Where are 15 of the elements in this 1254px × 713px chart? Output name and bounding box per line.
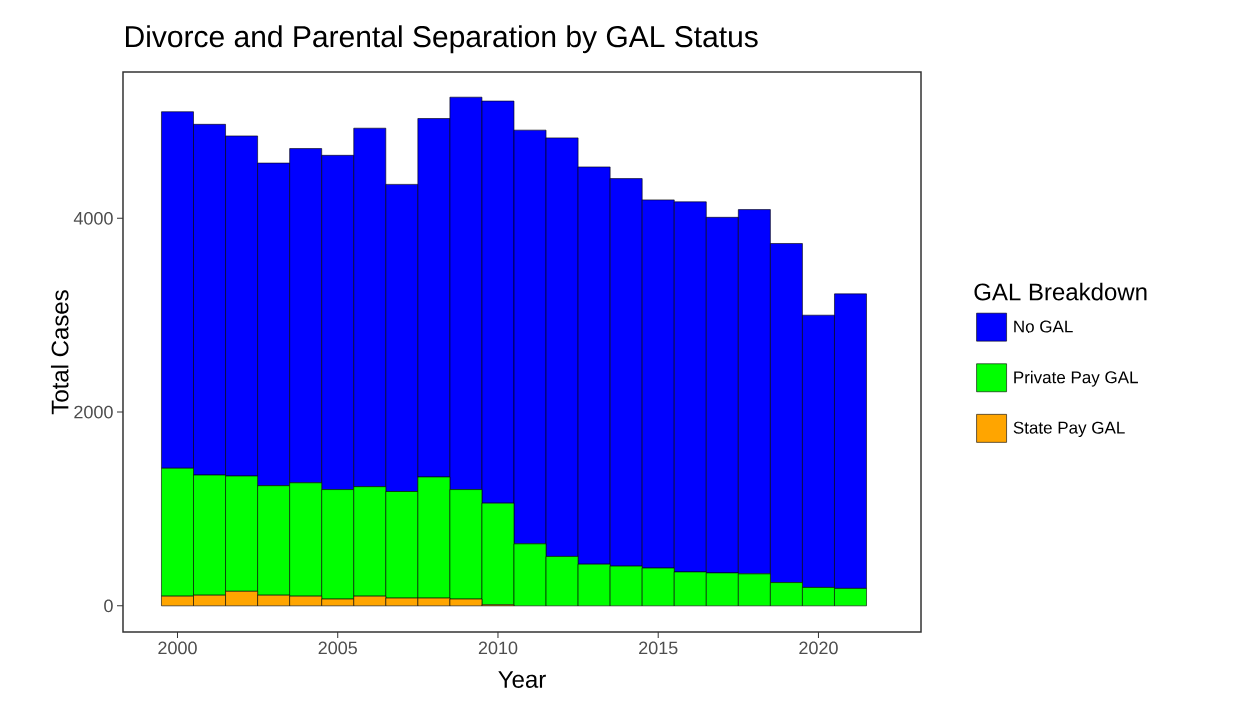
x-tick-label: 2005 xyxy=(318,641,357,655)
x-tick-label: 2015 xyxy=(639,641,678,655)
y-axis-title: Total Cases xyxy=(50,290,69,415)
legend-label: State Pay GAL xyxy=(1013,421,1125,438)
x-axis-title: Year xyxy=(498,671,546,688)
legend-label: Private Pay GAL xyxy=(1014,370,1138,387)
y-tick-label: 0 xyxy=(104,599,113,613)
chart-title: Divorce and Parental Separation by GAL Status xyxy=(126,25,758,54)
legend-label: No GAL xyxy=(1014,320,1073,333)
x-tick-label: 2010 xyxy=(478,641,518,655)
y-tick-label: 4000 xyxy=(73,211,113,225)
x-tick-label: 2000 xyxy=(158,641,197,655)
legend-title: GAL Breakdown xyxy=(974,282,1147,301)
y-tick-label: 2000 xyxy=(74,405,113,419)
x-tick-label: 2020 xyxy=(799,641,838,655)
